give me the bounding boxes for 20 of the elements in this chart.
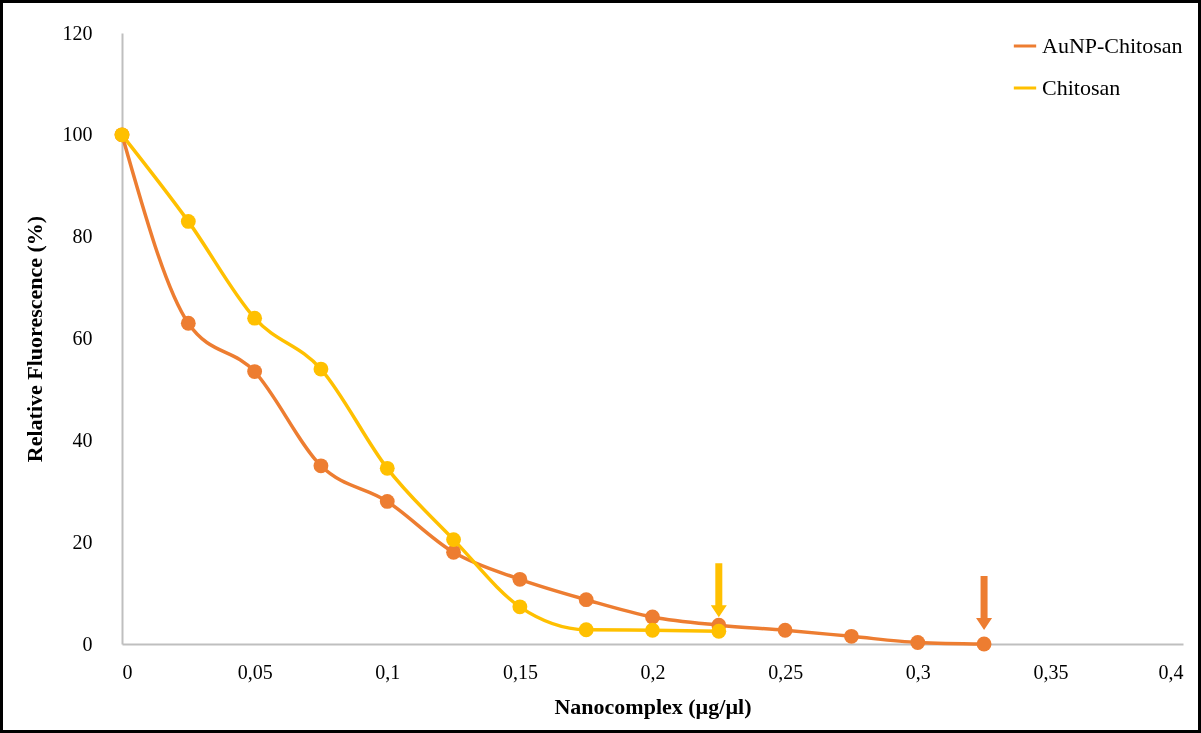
y-tick-label: 0 — [82, 632, 93, 655]
y-tick-label: 40 — [72, 428, 93, 451]
x-tick-label: 0,05 — [237, 660, 273, 683]
y-tick-label: 20 — [72, 530, 93, 553]
y-tick-label: 80 — [72, 225, 93, 248]
y-tick-label: 100 — [62, 123, 93, 146]
y-tick-label: 120 — [62, 21, 93, 44]
legend-label: Chitosan — [1042, 75, 1121, 100]
y-tick-label: 60 — [72, 327, 93, 349]
x-axis-title: Nanocomplex (µg/µl) — [554, 693, 752, 719]
legend-label: AuNP-Chitosan — [1042, 33, 1183, 58]
x-tick-label: 0,25 — [768, 660, 804, 683]
x-tick-label: 0,3 — [905, 660, 931, 683]
x-tick-label: 0,1 — [375, 660, 401, 683]
y-axis-title: Relative Fluorescence (%) — [21, 215, 47, 463]
x-tick-label: 0,35 — [1033, 660, 1069, 683]
x-tick-label: 0 — [122, 660, 133, 683]
x-tick-label: 0,4 — [1158, 660, 1184, 683]
x-tick-label: 0,2 — [640, 660, 666, 683]
x-tick-label: 0,15 — [502, 660, 538, 683]
